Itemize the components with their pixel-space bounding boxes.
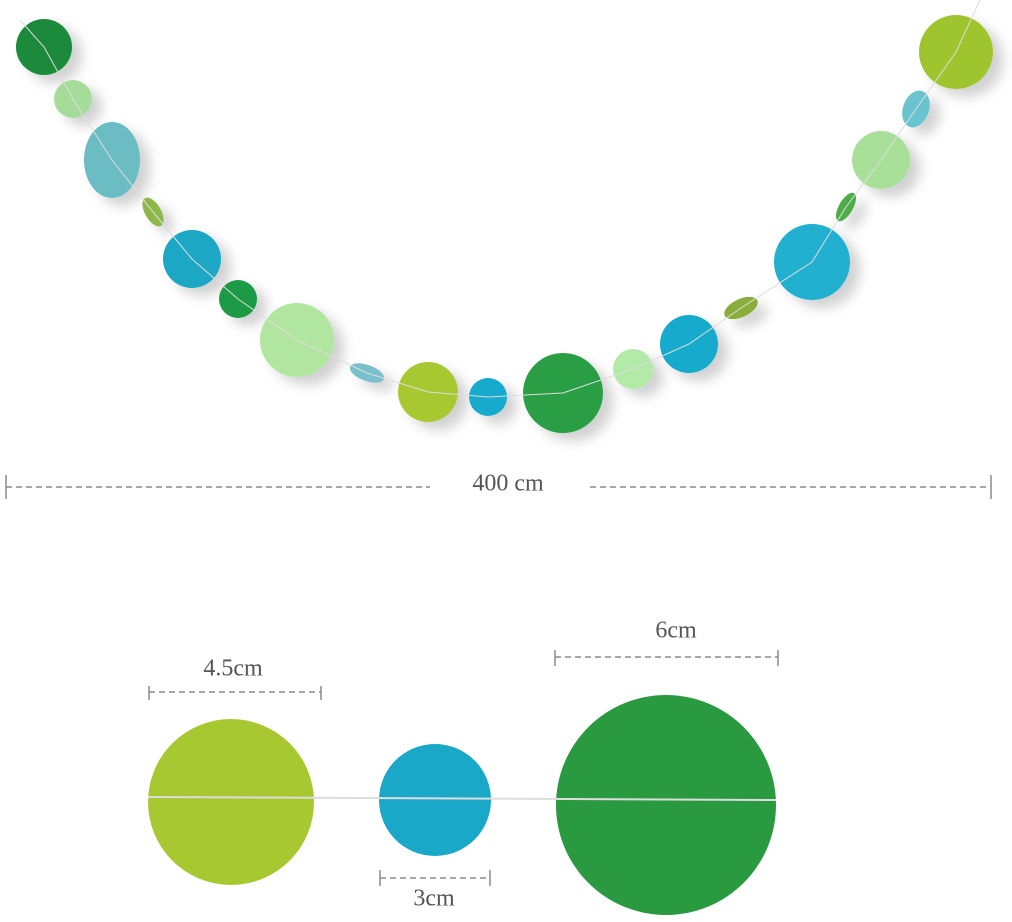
- size-dimension-3: 6cm: [554, 618, 779, 666]
- length-dimension: 400 cm: [5, 471, 992, 499]
- size-label: 6cm: [655, 618, 697, 644]
- garland-string: [19, 0, 981, 398]
- size-label: 4.5cm: [203, 656, 263, 682]
- circle-xl-green: [556, 695, 776, 915]
- circle-large-yellow: [148, 719, 314, 885]
- length-label: 400 cm: [472, 471, 544, 497]
- circle-small-blue: [379, 744, 491, 856]
- size-dimension-1: 4.5cm: [148, 656, 322, 700]
- sample-string: [147, 796, 777, 801]
- size-label: 3cm: [413, 886, 455, 912]
- size-dimension-2: 3cm: [379, 870, 491, 912]
- size-samples: [147, 695, 777, 915]
